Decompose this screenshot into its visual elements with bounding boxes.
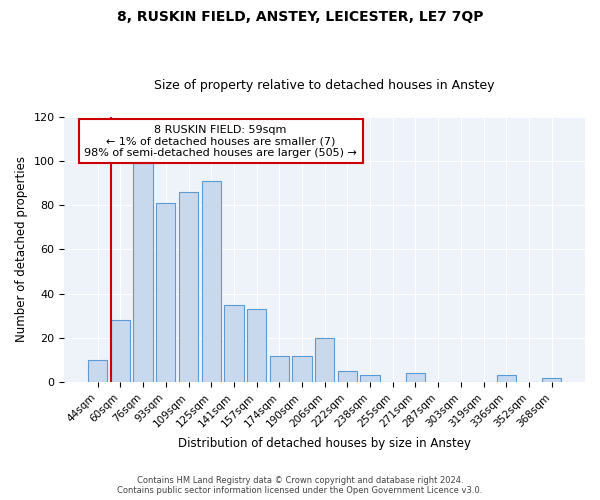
Bar	[247, 309, 266, 382]
Bar	[202, 181, 221, 382]
Bar	[111, 320, 130, 382]
Bar	[338, 371, 357, 382]
Text: 8, RUSKIN FIELD, ANSTEY, LEICESTER, LE7 7QP: 8, RUSKIN FIELD, ANSTEY, LEICESTER, LE7 …	[117, 10, 483, 24]
Title: Size of property relative to detached houses in Anstey: Size of property relative to detached ho…	[154, 79, 495, 92]
Bar	[497, 376, 516, 382]
Text: 8 RUSKIN FIELD: 59sqm
← 1% of detached houses are smaller (7)
98% of semi-detach: 8 RUSKIN FIELD: 59sqm ← 1% of detached h…	[84, 124, 357, 158]
Bar	[133, 163, 153, 382]
Bar	[292, 356, 311, 382]
Bar	[88, 360, 107, 382]
Y-axis label: Number of detached properties: Number of detached properties	[15, 156, 28, 342]
Text: Contains HM Land Registry data © Crown copyright and database right 2024.
Contai: Contains HM Land Registry data © Crown c…	[118, 476, 482, 495]
Bar	[315, 338, 334, 382]
Bar	[361, 376, 380, 382]
Bar	[406, 373, 425, 382]
Bar	[156, 203, 175, 382]
Bar	[269, 356, 289, 382]
X-axis label: Distribution of detached houses by size in Anstey: Distribution of detached houses by size …	[178, 437, 471, 450]
Bar	[179, 192, 198, 382]
Bar	[224, 304, 244, 382]
Bar	[542, 378, 562, 382]
